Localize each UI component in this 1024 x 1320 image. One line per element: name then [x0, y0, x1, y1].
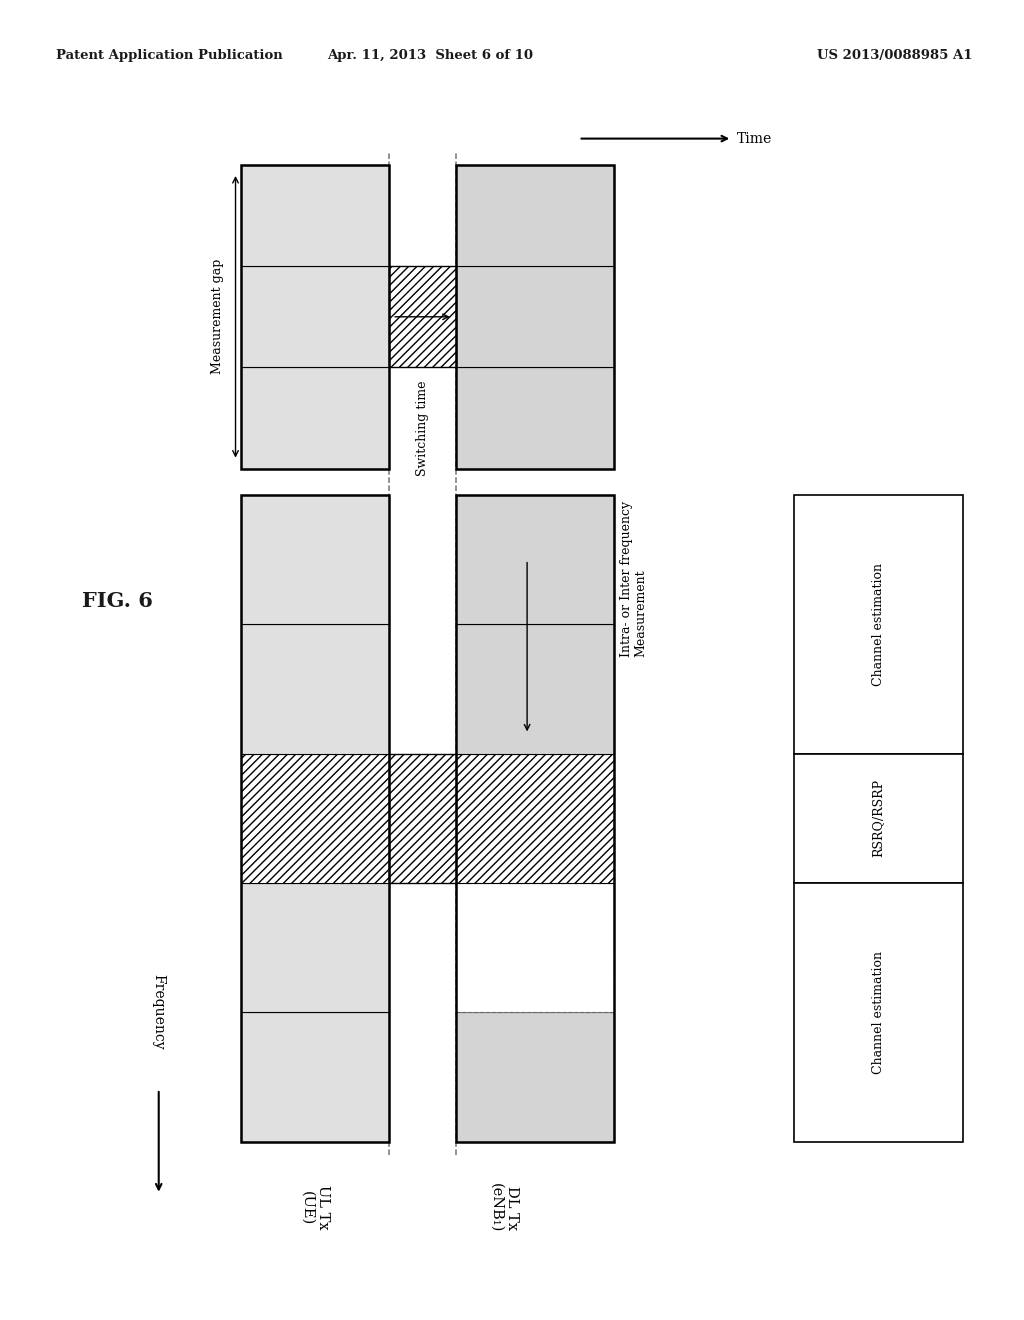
Bar [456, 495, 614, 1142]
Text: Channel estimation: Channel estimation [871, 562, 885, 686]
Text: UL Tx
(UE): UL Tx (UE) [300, 1185, 330, 1230]
Bar [241, 165, 389, 267]
Bar [456, 165, 614, 469]
Bar [456, 495, 614, 624]
Text: Measurement gap: Measurement gap [211, 259, 223, 375]
Bar [794, 495, 963, 754]
Text: DL Tx
(eNB₁): DL Tx (eNB₁) [489, 1183, 519, 1233]
Bar [241, 165, 389, 469]
Bar [456, 624, 614, 754]
Text: Apr. 11, 2013  Sheet 6 of 10: Apr. 11, 2013 Sheet 6 of 10 [327, 49, 534, 62]
Text: Time: Time [737, 132, 772, 145]
Text: Patent Application Publication: Patent Application Publication [56, 49, 283, 62]
Text: Channel estimation: Channel estimation [871, 950, 885, 1074]
Bar [241, 1012, 389, 1142]
Text: RSRQ/RSRP: RSRQ/RSRP [871, 779, 885, 858]
Bar [456, 165, 614, 267]
Bar [241, 267, 389, 367]
Text: Switching time: Switching time [416, 380, 429, 477]
Bar [389, 267, 456, 367]
Bar [456, 1012, 614, 1142]
Bar [241, 495, 389, 1142]
Bar [241, 624, 389, 754]
Bar [241, 495, 389, 624]
Text: US 2013/0088985 A1: US 2013/0088985 A1 [817, 49, 973, 62]
Bar [794, 754, 963, 883]
Bar [794, 883, 963, 1142]
Bar [241, 754, 389, 883]
Text: Frequency: Frequency [152, 974, 166, 1049]
Bar [241, 883, 389, 1012]
Text: Intra- or Inter frequency
Measurement: Intra- or Inter frequency Measurement [620, 502, 647, 657]
Bar [456, 883, 614, 1012]
Bar [389, 754, 456, 883]
Bar [456, 367, 614, 469]
Bar [456, 267, 614, 367]
Bar [241, 367, 389, 469]
Bar [456, 754, 614, 883]
Text: FIG. 6: FIG. 6 [82, 590, 154, 611]
